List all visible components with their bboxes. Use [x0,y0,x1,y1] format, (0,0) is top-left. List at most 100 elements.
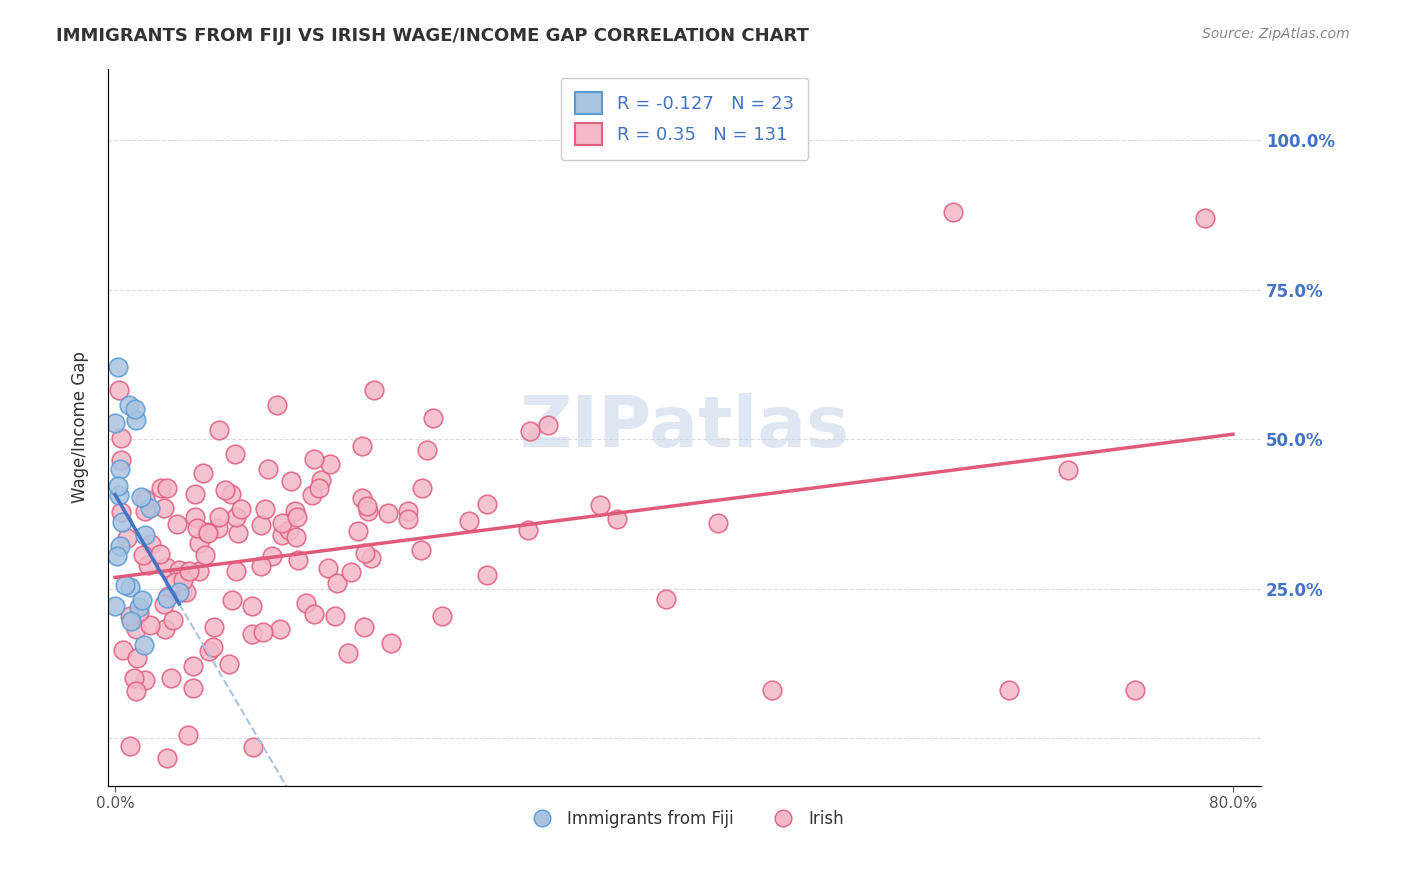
Point [120,614,142,628]
Point [354,546,377,560]
Point [323,608,346,623]
Point [352,439,374,453]
Point [475,567,498,582]
Point [225,510,247,524]
Point [350,491,373,506]
Point [124,402,146,417]
Point [118,609,141,624]
Point [219,487,242,501]
Point [311,473,333,487]
Point [337,646,360,660]
Point [107,479,129,493]
Point [177,564,200,578]
Point [226,526,249,541]
Point [166,516,188,531]
Point [108,383,131,397]
Point [188,564,211,578]
Point [411,543,433,558]
Point [156,751,179,765]
Point [304,607,326,621]
Point [250,559,273,574]
Point [172,574,194,588]
Point [201,640,224,655]
Point [197,811,219,825]
Point [225,564,247,578]
Point [606,511,628,525]
Point [242,740,264,755]
Point [125,622,148,636]
Point [136,558,159,572]
Point [278,523,301,537]
Point [177,728,200,742]
Point [942,205,965,219]
Text: IMMIGRANTS FROM FIJI VS IRISH WAGE/INCOME GAP CORRELATION CHART: IMMIGRANTS FROM FIJI VS IRISH WAGE/INCOM… [56,27,808,45]
Point [125,650,148,665]
Point [134,492,156,507]
Point [301,488,323,502]
Point [340,565,363,579]
Point [118,739,141,754]
Point [197,644,219,658]
Point [380,636,402,650]
Point [347,524,370,539]
Point [139,501,162,516]
Point [191,466,214,480]
Point [186,521,208,535]
Point [134,528,156,542]
Point [271,527,294,541]
Point [112,642,135,657]
Point [125,684,148,698]
Point [250,517,273,532]
Point [260,549,283,564]
Point [240,626,263,640]
Point [269,622,291,636]
Point [353,620,375,634]
Point [105,549,128,563]
Point [214,483,236,497]
Point [294,596,316,610]
Point [475,497,498,511]
Point [110,432,132,446]
Point [257,462,280,476]
Point [108,488,131,502]
Point [125,413,148,427]
Point [184,510,207,524]
Point [108,462,131,476]
Point [107,360,129,375]
Point [162,613,184,627]
Point [129,490,152,504]
Point [356,499,378,513]
Point [284,503,307,517]
Point [163,575,186,590]
Point [110,539,132,553]
Point [156,591,179,605]
Point [132,638,155,652]
Point [153,622,176,636]
Y-axis label: Wage/Income Gap: Wage/Income Gap [72,351,89,503]
Point [131,593,153,607]
Point [998,683,1021,698]
Point [319,458,342,472]
Text: ZIPatlas: ZIPatlas [519,392,849,462]
Point [254,501,277,516]
Point [208,509,231,524]
Legend: Immigrants from Fiji, Irish: Immigrants from Fiji, Irish [519,804,851,835]
Point [284,530,307,544]
Point [537,418,560,433]
Point [360,551,382,566]
Point [224,446,246,460]
Point [134,504,156,518]
Point [153,501,176,516]
Point [655,591,678,606]
Point [1123,683,1146,698]
Point [240,599,263,613]
Point [115,531,138,545]
Point [396,504,419,518]
Point [197,525,219,540]
Point [118,398,141,412]
Point [316,561,339,575]
Point [207,423,229,437]
Point [110,453,132,467]
Point [139,536,162,550]
Point [170,584,193,599]
